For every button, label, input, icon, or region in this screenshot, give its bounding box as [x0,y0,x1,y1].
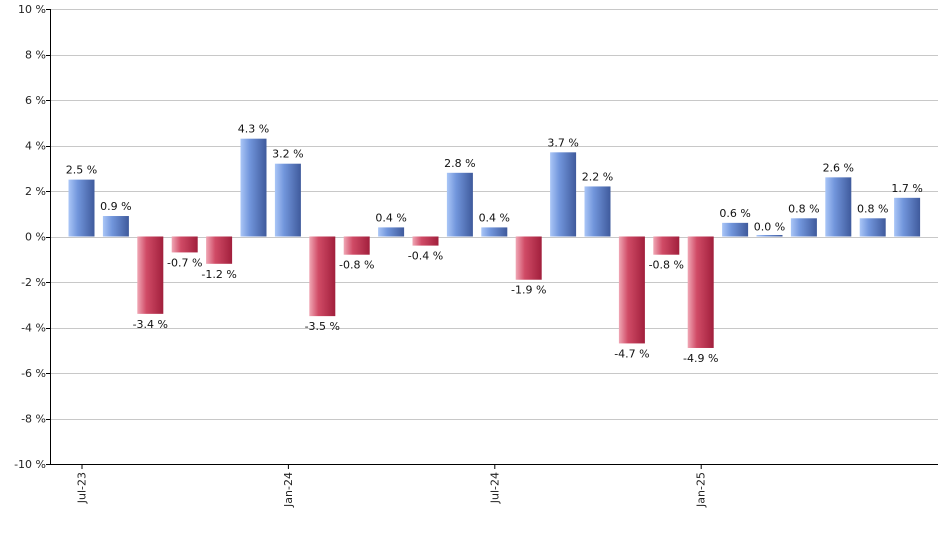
bar-value-label: -1.2 % [201,268,236,281]
x-tick-label: Jan-25 [695,472,708,508]
bar [790,218,817,237]
bar-value-label: 0.8 % [857,202,888,215]
bars [68,138,921,348]
bar-value-label: -0.8 % [649,259,684,272]
bar [515,236,542,280]
bar-value-label: 1.7 % [891,182,922,195]
x-tick-label: Jan-24 [282,472,295,508]
bar-value-label: -0.7 % [167,256,202,269]
bar-value-label: -1.9 % [511,284,546,297]
bar-value-label: 3.2 % [272,148,303,161]
y-tick-label: -10 % [14,458,46,471]
bar [378,227,405,237]
y-tick-label: 8 % [25,49,46,62]
bar [756,235,783,237]
bar [274,163,301,237]
bar-value-label: -0.4 % [408,250,443,263]
data-labels: 2.5 % 0.9 % -3.4 % -0.7 %-1.2 % 4.3 %3.2 % -3… [66,123,923,365]
bar [584,186,611,237]
y-tick-label: 4 % [25,140,46,153]
bar [309,236,336,317]
bar-value-label: -4.7 % [614,347,649,360]
bar [618,236,645,344]
y-tick-label: 6 % [25,94,46,107]
y-tick-label: -4 % [21,322,46,335]
y-tick-label: -8 % [21,413,46,426]
bar [481,227,508,237]
bar [206,236,233,264]
bar-value-label: 2.2 % [582,170,613,183]
bar [68,179,95,237]
bar [343,236,370,255]
bar [171,236,198,253]
bar-value-label: 0.6 % [719,207,750,220]
grid [50,9,938,465]
bar [240,138,267,237]
bar [550,152,577,237]
bar [687,236,714,348]
x-axis-ticks: Jul-23 Jan-24 Jul-24 Jan-25 [76,464,708,508]
bar [653,236,680,255]
y-tick-label: 2 % [25,185,46,198]
bar [412,236,439,246]
bar [859,218,886,237]
bar-value-label: -3.5 % [305,320,340,333]
bar-value-label: 4.3 % [238,123,269,136]
bar-value-label: 2.8 % [444,157,475,170]
y-tick-label: -2 % [21,276,46,289]
bar [102,216,129,237]
bar-value-label: 0.8 % [788,202,819,215]
bar [825,177,852,237]
bar-value-label: -3.4 % [133,318,168,331]
axes [50,9,938,465]
bar-value-label: -4.9 % [683,352,718,365]
bar [722,222,749,237]
bar-value-label: -0.8 % [339,259,374,272]
y-tick-label: 0 % [25,231,46,244]
bar [137,236,164,314]
y-axis-ticks: -10 % -8 % -6 % -4 % -2 % 0 % 2 % 4 % 6 % 8 % 10 % [14,3,50,471]
y-tick-label: 10 % [18,3,46,16]
x-tick-label: Jul-23 [76,472,89,504]
x-tick-label: Jul-24 [488,472,501,504]
bar [894,197,921,237]
bar-value-label: 0.4 % [375,211,406,224]
bar-value-label: 0.4 % [479,211,510,224]
bar-value-label: 2.5 % [66,164,97,177]
bar-value-label: 3.7 % [547,136,578,149]
bar-value-label: 0.0 % [754,221,785,234]
bar [446,172,473,237]
bar-value-label: 2.6 % [823,161,854,174]
y-tick-label: -6 % [21,367,46,380]
bar-value-label: 0.9 % [100,200,131,213]
